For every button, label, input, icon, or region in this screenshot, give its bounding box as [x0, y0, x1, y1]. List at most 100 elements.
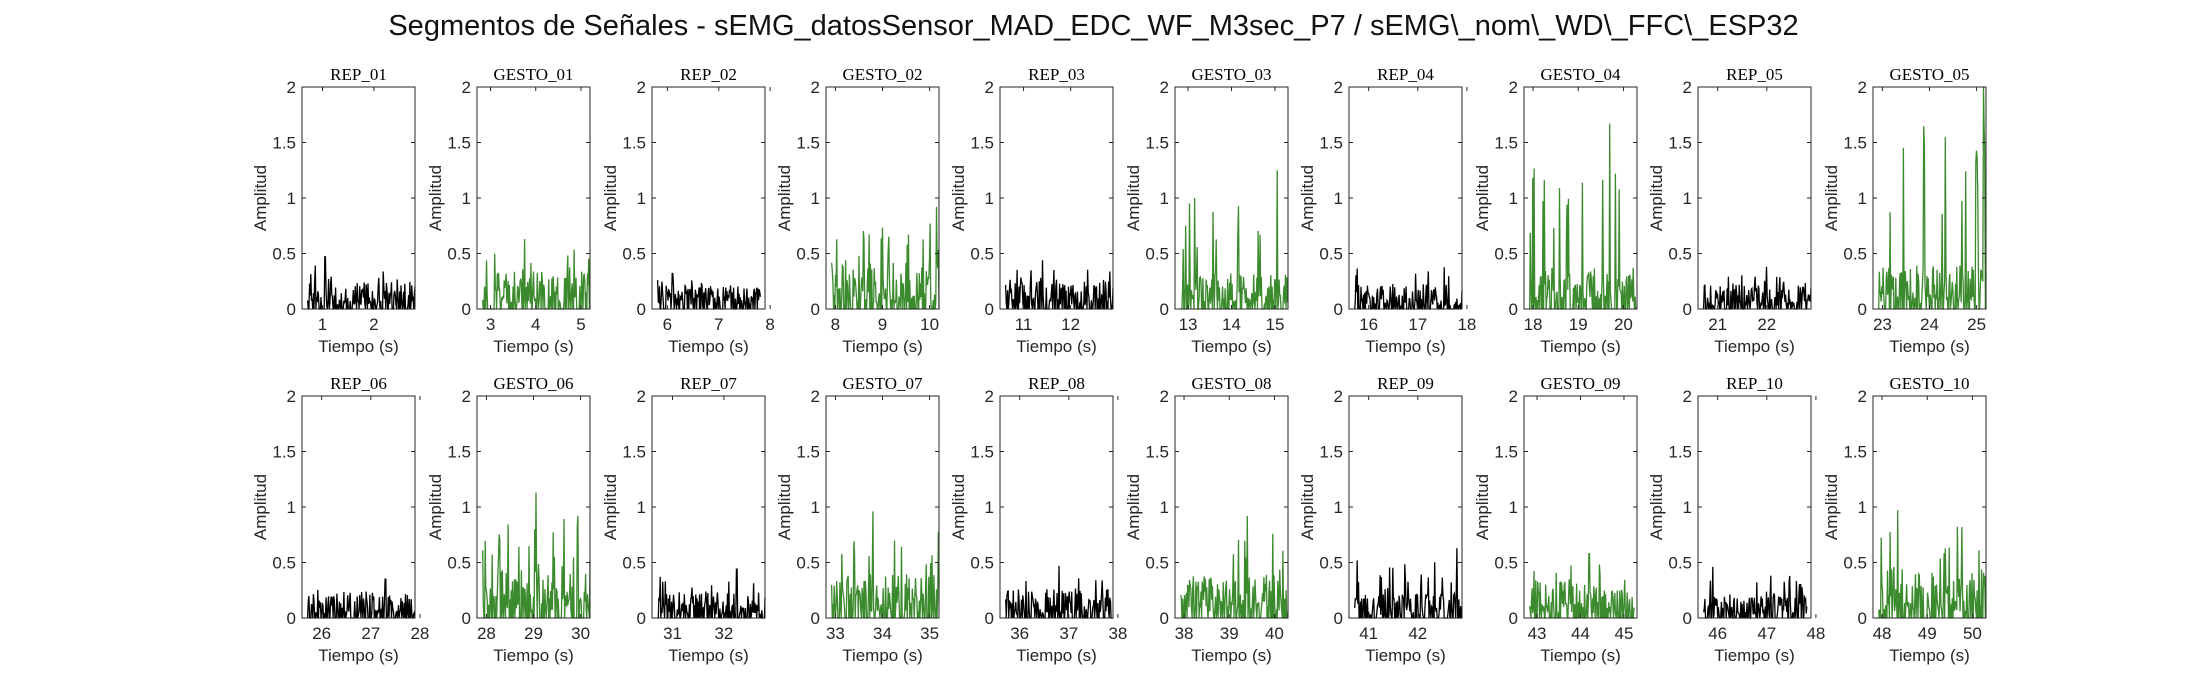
y-tick-label: 0: [1509, 609, 1518, 628]
y-tick-label: 1: [287, 498, 296, 517]
y-tick-label: 0: [985, 300, 994, 319]
x-axis-label: Tiempo (s): [1889, 646, 1970, 665]
y-axis-label: Amplitud: [1647, 165, 1666, 231]
subplot-title: GESTO_04: [1541, 65, 1621, 84]
y-tick-label: 1: [811, 189, 820, 208]
y-tick-label: 0.5: [970, 554, 994, 573]
y-axis-label: Amplitud: [1298, 165, 1317, 231]
y-tick-label: 1.5: [970, 134, 994, 153]
y-tick-label: 0.5: [1145, 554, 1169, 573]
x-axis-label: Tiempo (s): [318, 337, 399, 356]
y-tick-label: 1: [1509, 189, 1518, 208]
subplot-title: REP_09: [1377, 374, 1434, 393]
x-tick-label: 49: [1918, 624, 1937, 643]
subplot-rep_09: 0 0.5 1 1.5 2 41 42 REP_09 Tiempo (s) Amplitud: [1298, 374, 1463, 665]
y-tick-label: 1.5: [796, 443, 820, 462]
y-tick-label: 1.5: [622, 134, 646, 153]
y-tick-label: 0.5: [1668, 554, 1692, 573]
y-tick-label: 1.5: [1494, 134, 1518, 153]
subplot-title: GESTO_02: [843, 65, 923, 84]
y-tick-label: 2: [1858, 78, 1867, 97]
subplot-gesto_02: 0 0.5 1 1.5 2 8 9 10 GESTO_02 Tiempo (s) Amplitud: [775, 65, 940, 356]
x-tick-label: 46: [1708, 624, 1727, 643]
signal-trace: [1004, 260, 1114, 310]
x-axis-label: Tiempo (s): [1889, 337, 1970, 356]
x-axis-label: Tiempo (s): [668, 646, 749, 665]
y-tick-label: 1: [287, 189, 296, 208]
y-tick-label: 0: [287, 300, 296, 319]
x-axis-label: Tiempo (s): [493, 646, 574, 665]
y-tick-label: 1.5: [1668, 443, 1692, 462]
signal-trace: [1529, 552, 1635, 619]
x-tick-label: 21: [1708, 315, 1727, 334]
y-tick-label: 2: [811, 387, 820, 406]
x-axis-label: Tiempo (s): [1365, 337, 1446, 356]
x-axis-label: Tiempo (s): [1714, 337, 1795, 356]
y-tick-label: 2: [1509, 387, 1518, 406]
y-tick-label: 2: [1334, 387, 1343, 406]
y-tick-label: 1.5: [447, 443, 471, 462]
y-axis-label: Amplitud: [1647, 474, 1666, 540]
subplot-title: GESTO_09: [1541, 374, 1621, 393]
x-tick-label: 34: [873, 624, 892, 643]
x-tick-label: 47: [1757, 624, 1776, 643]
y-tick-label: 2: [1858, 387, 1867, 406]
x-tick-label: 35: [920, 624, 939, 643]
subplot-title: REP_03: [1028, 65, 1085, 84]
x-tick-label: 26: [312, 624, 331, 643]
x-tick-label: 36: [1010, 624, 1029, 643]
x-tick-label: 11: [1015, 315, 1033, 334]
y-tick-label: 0: [637, 609, 646, 628]
y-tick-label: 1.5: [1843, 443, 1867, 462]
y-tick-label: 1: [985, 498, 994, 517]
y-tick-label: 1.5: [1494, 443, 1518, 462]
y-tick-label: 0.5: [1494, 245, 1518, 264]
subplot-title: REP_01: [330, 65, 387, 84]
subplot-title: REP_05: [1726, 65, 1783, 84]
subplot-gesto_03: 0 0.5 1 1.5 2 13 14 15 GESTO_03 Tiempo (s) Amplitu…: [1124, 65, 1289, 356]
x-tick-label: 13: [1179, 315, 1198, 334]
x-tick-label: 12: [1061, 315, 1080, 334]
x-tick-label: 16: [1359, 315, 1378, 334]
subplot-title: GESTO_08: [1192, 374, 1272, 393]
y-axis-label: Amplitud: [1473, 165, 1492, 231]
y-tick-label: 1.5: [447, 134, 471, 153]
y-tick-label: 0.5: [796, 245, 820, 264]
subplot-title: REP_08: [1028, 374, 1085, 393]
y-tick-label: 1.5: [1319, 134, 1343, 153]
x-axis-label: Tiempo (s): [1191, 337, 1272, 356]
subplot-rep_10: 0 0.5 1 1.5 2 46 47 48 REP_10 Tiempo (s) Amplitud: [1647, 374, 1825, 665]
y-tick-label: 1.5: [1145, 443, 1169, 462]
signal-trace: [1703, 566, 1808, 619]
y-tick-label: 2: [985, 78, 994, 97]
y-tick-label: 1: [1160, 189, 1169, 208]
axes-box: [651, 395, 766, 619]
y-tick-label: 2: [1683, 78, 1692, 97]
axes-box: [1174, 395, 1289, 619]
subplot-gesto_07: 0 0.5 1 1.5 2 33 34 35 GESTO_07 Tiempo (s) Amplitu…: [775, 374, 940, 665]
x-axis-label: Tiempo (s): [668, 337, 749, 356]
y-axis-label: Amplitud: [601, 474, 620, 540]
y-tick-label: 1: [1334, 498, 1343, 517]
signal-trace: [1354, 548, 1463, 619]
y-tick-label: 0: [1509, 300, 1518, 319]
x-tick-label: 24: [1920, 315, 1939, 334]
subplot-gesto_08: 0 0.5 1 1.5 2 38 39 40 GESTO_08 Tiempo (s) Amplitu…: [1124, 374, 1289, 665]
subplot-rep_02: 0 0.5 1 1.5 2 6 7 8 REP_02 Tiempo (s) Amplitud: [601, 65, 775, 356]
x-axis-label: Tiempo (s): [1714, 646, 1795, 665]
y-tick-label: 0: [985, 609, 994, 628]
x-tick-label: 50: [1963, 624, 1982, 643]
y-tick-label: 1.5: [796, 134, 820, 153]
y-tick-label: 0.5: [272, 554, 296, 573]
subplot-title: GESTO_01: [494, 65, 574, 84]
x-tick-label: 8: [765, 315, 774, 334]
subplot-rep_01: 0 0.5 1 1.5 2 1 2 REP_01 Tiempo (s) Amplitud: [251, 65, 416, 356]
x-tick-label: 7: [714, 315, 723, 334]
y-tick-label: 0: [1858, 300, 1867, 319]
subplot-title: REP_02: [680, 65, 737, 84]
subplot-gesto_09: 0 0.5 1 1.5 2 43 44 45 GESTO_09 Tiempo (s) Amplitu…: [1473, 374, 1638, 665]
subplot-gesto_06: 0 0.5 1 1.5 2 28 29 30 GESTO_06 Tiempo (s) Amplitu…: [426, 374, 591, 665]
subplot-rep_03: 0 0.5 1 1.5 2 11 12 REP_03 Tiempo (s) Amplitud: [949, 65, 1114, 356]
signal-trace: [481, 239, 591, 310]
y-tick-label: 1: [637, 189, 646, 208]
